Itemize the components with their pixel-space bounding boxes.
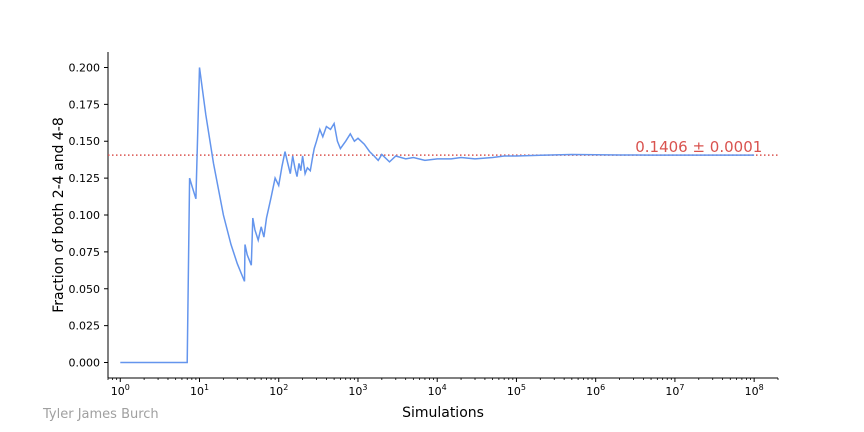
x-tick-label: 106 [586,383,605,398]
y-tick-label: 0.150 [69,135,101,148]
y-tick-label: 0.050 [69,283,101,296]
credit-text: Tyler James Burch [42,407,159,422]
y-tick-label: 0.175 [69,98,101,111]
estimate-annotation: 0.1406 ± 0.0001 [635,138,762,156]
y-tick-label: 0.125 [69,172,101,185]
y-tick-label: 0.025 [69,320,101,333]
y-tick-label: 0.200 [69,61,101,74]
x-tick-label: 101 [190,383,209,398]
y-tick-label: 0.075 [69,246,101,259]
x-tick-label: 103 [348,383,367,398]
x-tick-label: 100 [111,383,130,398]
x-tick-label: 105 [507,383,526,398]
x-tick-label: 108 [745,383,764,398]
x-ticks: 100 101 102 103 104 105 106 107 108 [107,378,779,398]
x-tick-label: 102 [269,383,288,398]
y-ticks: 0.000 0.025 0.050 0.075 0.100 0.125 0.150 0.175… [69,61,108,370]
series-line [120,67,755,364]
y-tick-label: 0.000 [69,357,101,370]
x-tick-label: 107 [665,383,684,398]
x-tick-label: 104 [428,383,447,398]
y-axis-label: Fraction of both 2-4 and 4-8 [51,117,67,313]
y-tick-label: 0.100 [69,209,101,222]
x-axis-label: Simulations [402,405,484,421]
axes: 100 101 102 103 104 105 106 107 108 0.0000.0250.… [69,52,779,398]
